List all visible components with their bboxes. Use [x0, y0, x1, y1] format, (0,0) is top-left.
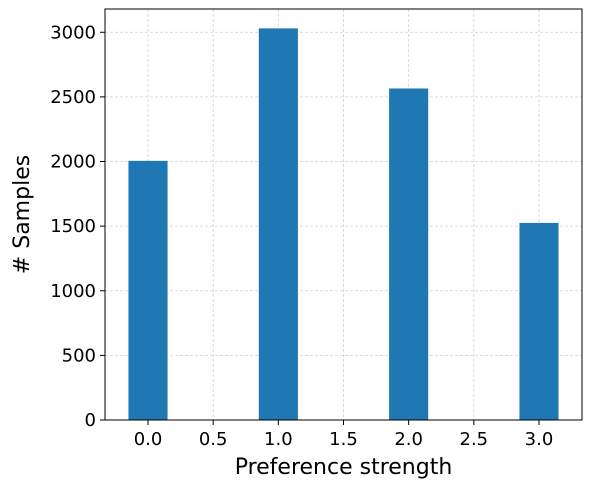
y-tick-label: 2000 [50, 152, 96, 173]
bar [258, 28, 298, 421]
x-tick-label: 1.5 [329, 429, 358, 450]
x-tick-label: 3.0 [525, 429, 554, 450]
x-tick-label: 0.0 [134, 429, 163, 450]
y-axis-label: # Samples [10, 155, 35, 274]
x-tick-label: 2.5 [460, 429, 489, 450]
y-tick-label: 500 [62, 345, 96, 366]
y-tick-label: 0 [85, 410, 96, 431]
x-tick-label: 1.0 [264, 429, 293, 450]
x-tick-label: 2.0 [394, 429, 423, 450]
y-tick-label: 1000 [50, 281, 96, 302]
x-axis-label: Preference strength [235, 455, 453, 480]
bars [128, 28, 559, 421]
y-tick-label: 2500 [50, 87, 96, 108]
bar [128, 160, 168, 420]
y-tick-label: 1500 [50, 216, 96, 237]
grid [105, 9, 582, 421]
y-tick-label: 3000 [50, 22, 96, 43]
x-tick-label: 0.5 [199, 429, 228, 450]
bar [519, 222, 559, 420]
ticks: 0.0 0.5 1.0 1.5 2.0 2.5 3.0 0 500 1000 1500 2000 250… [50, 22, 553, 450]
bar [389, 88, 429, 421]
